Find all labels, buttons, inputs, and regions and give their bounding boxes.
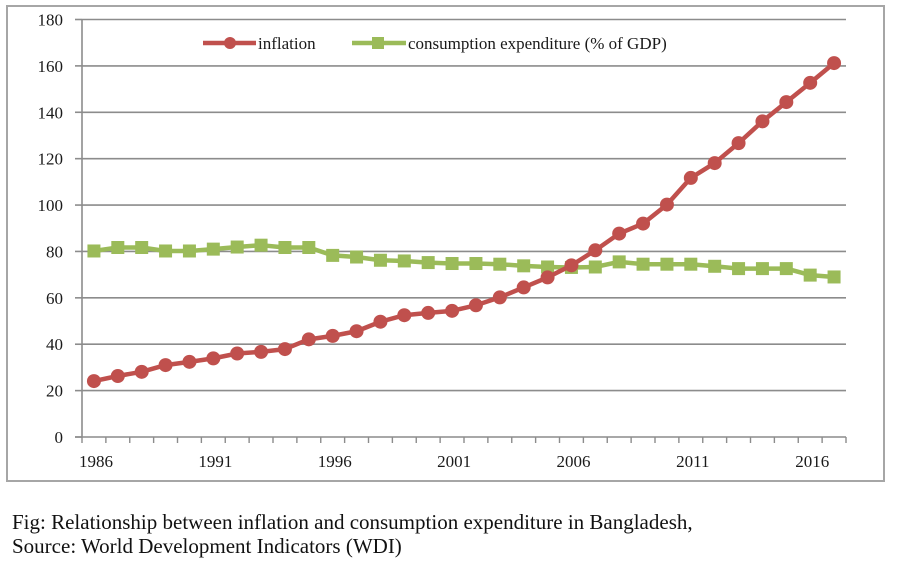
gridlines (82, 18, 846, 392)
data-point (230, 240, 244, 254)
data-point (492, 290, 507, 305)
data-point (350, 250, 364, 264)
data-point (660, 257, 674, 271)
data-point (731, 136, 746, 151)
data-point (325, 328, 340, 343)
data-point (707, 156, 722, 171)
series-inflation (86, 56, 842, 389)
data-point (445, 303, 460, 318)
series-line (93, 61, 836, 384)
data-point (588, 260, 602, 274)
data-point (803, 75, 818, 90)
x-tick-label: 2011 (676, 452, 709, 471)
data-point (827, 56, 842, 71)
data-point (421, 256, 435, 270)
data-point (110, 368, 125, 383)
data-point (159, 244, 173, 258)
data-point (636, 257, 650, 271)
data-point (493, 257, 507, 271)
data-point (612, 255, 626, 269)
data-point (827, 270, 841, 284)
data-point (659, 197, 674, 212)
y-tick-label: 180 (38, 11, 64, 30)
y-tick-label: 160 (38, 57, 64, 76)
data-point (182, 244, 196, 258)
data-point (708, 259, 722, 273)
y-tick-label: 140 (38, 103, 64, 122)
data-point (206, 351, 221, 366)
legend-item-consumption-expenditure: consumption expenditure (% of GDP) (352, 34, 667, 53)
legend-marker (372, 37, 384, 49)
data-point (182, 354, 197, 369)
legend-label: inflation (258, 34, 316, 53)
data-point (469, 257, 483, 271)
data-point (779, 262, 793, 276)
data-point (397, 308, 412, 323)
data-point (564, 258, 579, 273)
data-point (540, 270, 555, 285)
data-point (803, 268, 817, 282)
data-point (111, 241, 125, 255)
data-point (206, 242, 220, 256)
data-point (636, 216, 651, 231)
y-tick-label: 40 (46, 335, 63, 354)
data-point (468, 298, 483, 313)
data-point (588, 243, 603, 258)
data-point (278, 241, 292, 255)
x-tick-label: 1991 (198, 452, 232, 471)
data-point (230, 346, 245, 361)
data-point (302, 241, 316, 255)
legend-item-inflation: inflation (203, 34, 316, 53)
y-tick-label: 0 (55, 428, 64, 447)
caption-line-2: Source: World Development Indicators (WD… (12, 534, 402, 558)
legend: inflation consumption expenditure (% of G… (203, 34, 667, 53)
legend-label: consumption expenditure (% of GDP) (408, 34, 667, 53)
series-consumption-expenditure (87, 238, 841, 284)
chart-frame (6, 5, 885, 482)
legend-marker (224, 37, 236, 49)
data-point (516, 280, 531, 295)
data-point (254, 238, 268, 252)
x-tick-label: 2006 (556, 452, 590, 471)
y-tick-label: 80 (46, 242, 63, 261)
series-line (93, 242, 835, 280)
data-point (326, 248, 340, 262)
y-tick-label: 100 (38, 196, 64, 215)
data-point (755, 262, 769, 276)
data-point (779, 95, 794, 110)
data-point (254, 344, 269, 359)
data-point (349, 324, 364, 339)
y-tick-label: 120 (38, 150, 64, 169)
data-point (301, 332, 316, 347)
data-point (87, 244, 101, 258)
data-point (445, 257, 459, 271)
y-tick-label: 60 (46, 289, 63, 308)
data-point (517, 259, 531, 273)
data-point (86, 374, 101, 389)
y-tick-label: 20 (46, 382, 63, 401)
data-point (134, 364, 149, 379)
data-point (397, 254, 411, 268)
x-tick-label: 1986 (79, 452, 113, 471)
data-point (683, 170, 698, 185)
x-tick-label: 2001 (437, 452, 471, 471)
data-point (277, 342, 292, 357)
axes: 0 20 40 60 80 100 120 140 160 180 1986 1991 1996 2001… (38, 11, 847, 471)
data-point (541, 260, 555, 274)
data-point (373, 253, 387, 267)
x-tick-label: 2016 (795, 452, 829, 471)
x-tick-label: 1996 (318, 452, 352, 471)
line-chart: 0 20 40 60 80 100 120 140 160 180 1986 1991 1996 2001… (38, 11, 847, 471)
data-point (158, 358, 173, 373)
data-point (684, 257, 698, 271)
series (86, 56, 842, 389)
data-point (732, 262, 746, 276)
data-point (373, 314, 388, 329)
data-point (135, 241, 149, 255)
data-point (612, 226, 627, 241)
data-point (755, 114, 770, 129)
caption-line-1: Fig: Relationship between inflation and … (12, 510, 693, 534)
figure-caption: Fig: Relationship between inflation and … (12, 510, 693, 558)
data-point (421, 305, 436, 320)
